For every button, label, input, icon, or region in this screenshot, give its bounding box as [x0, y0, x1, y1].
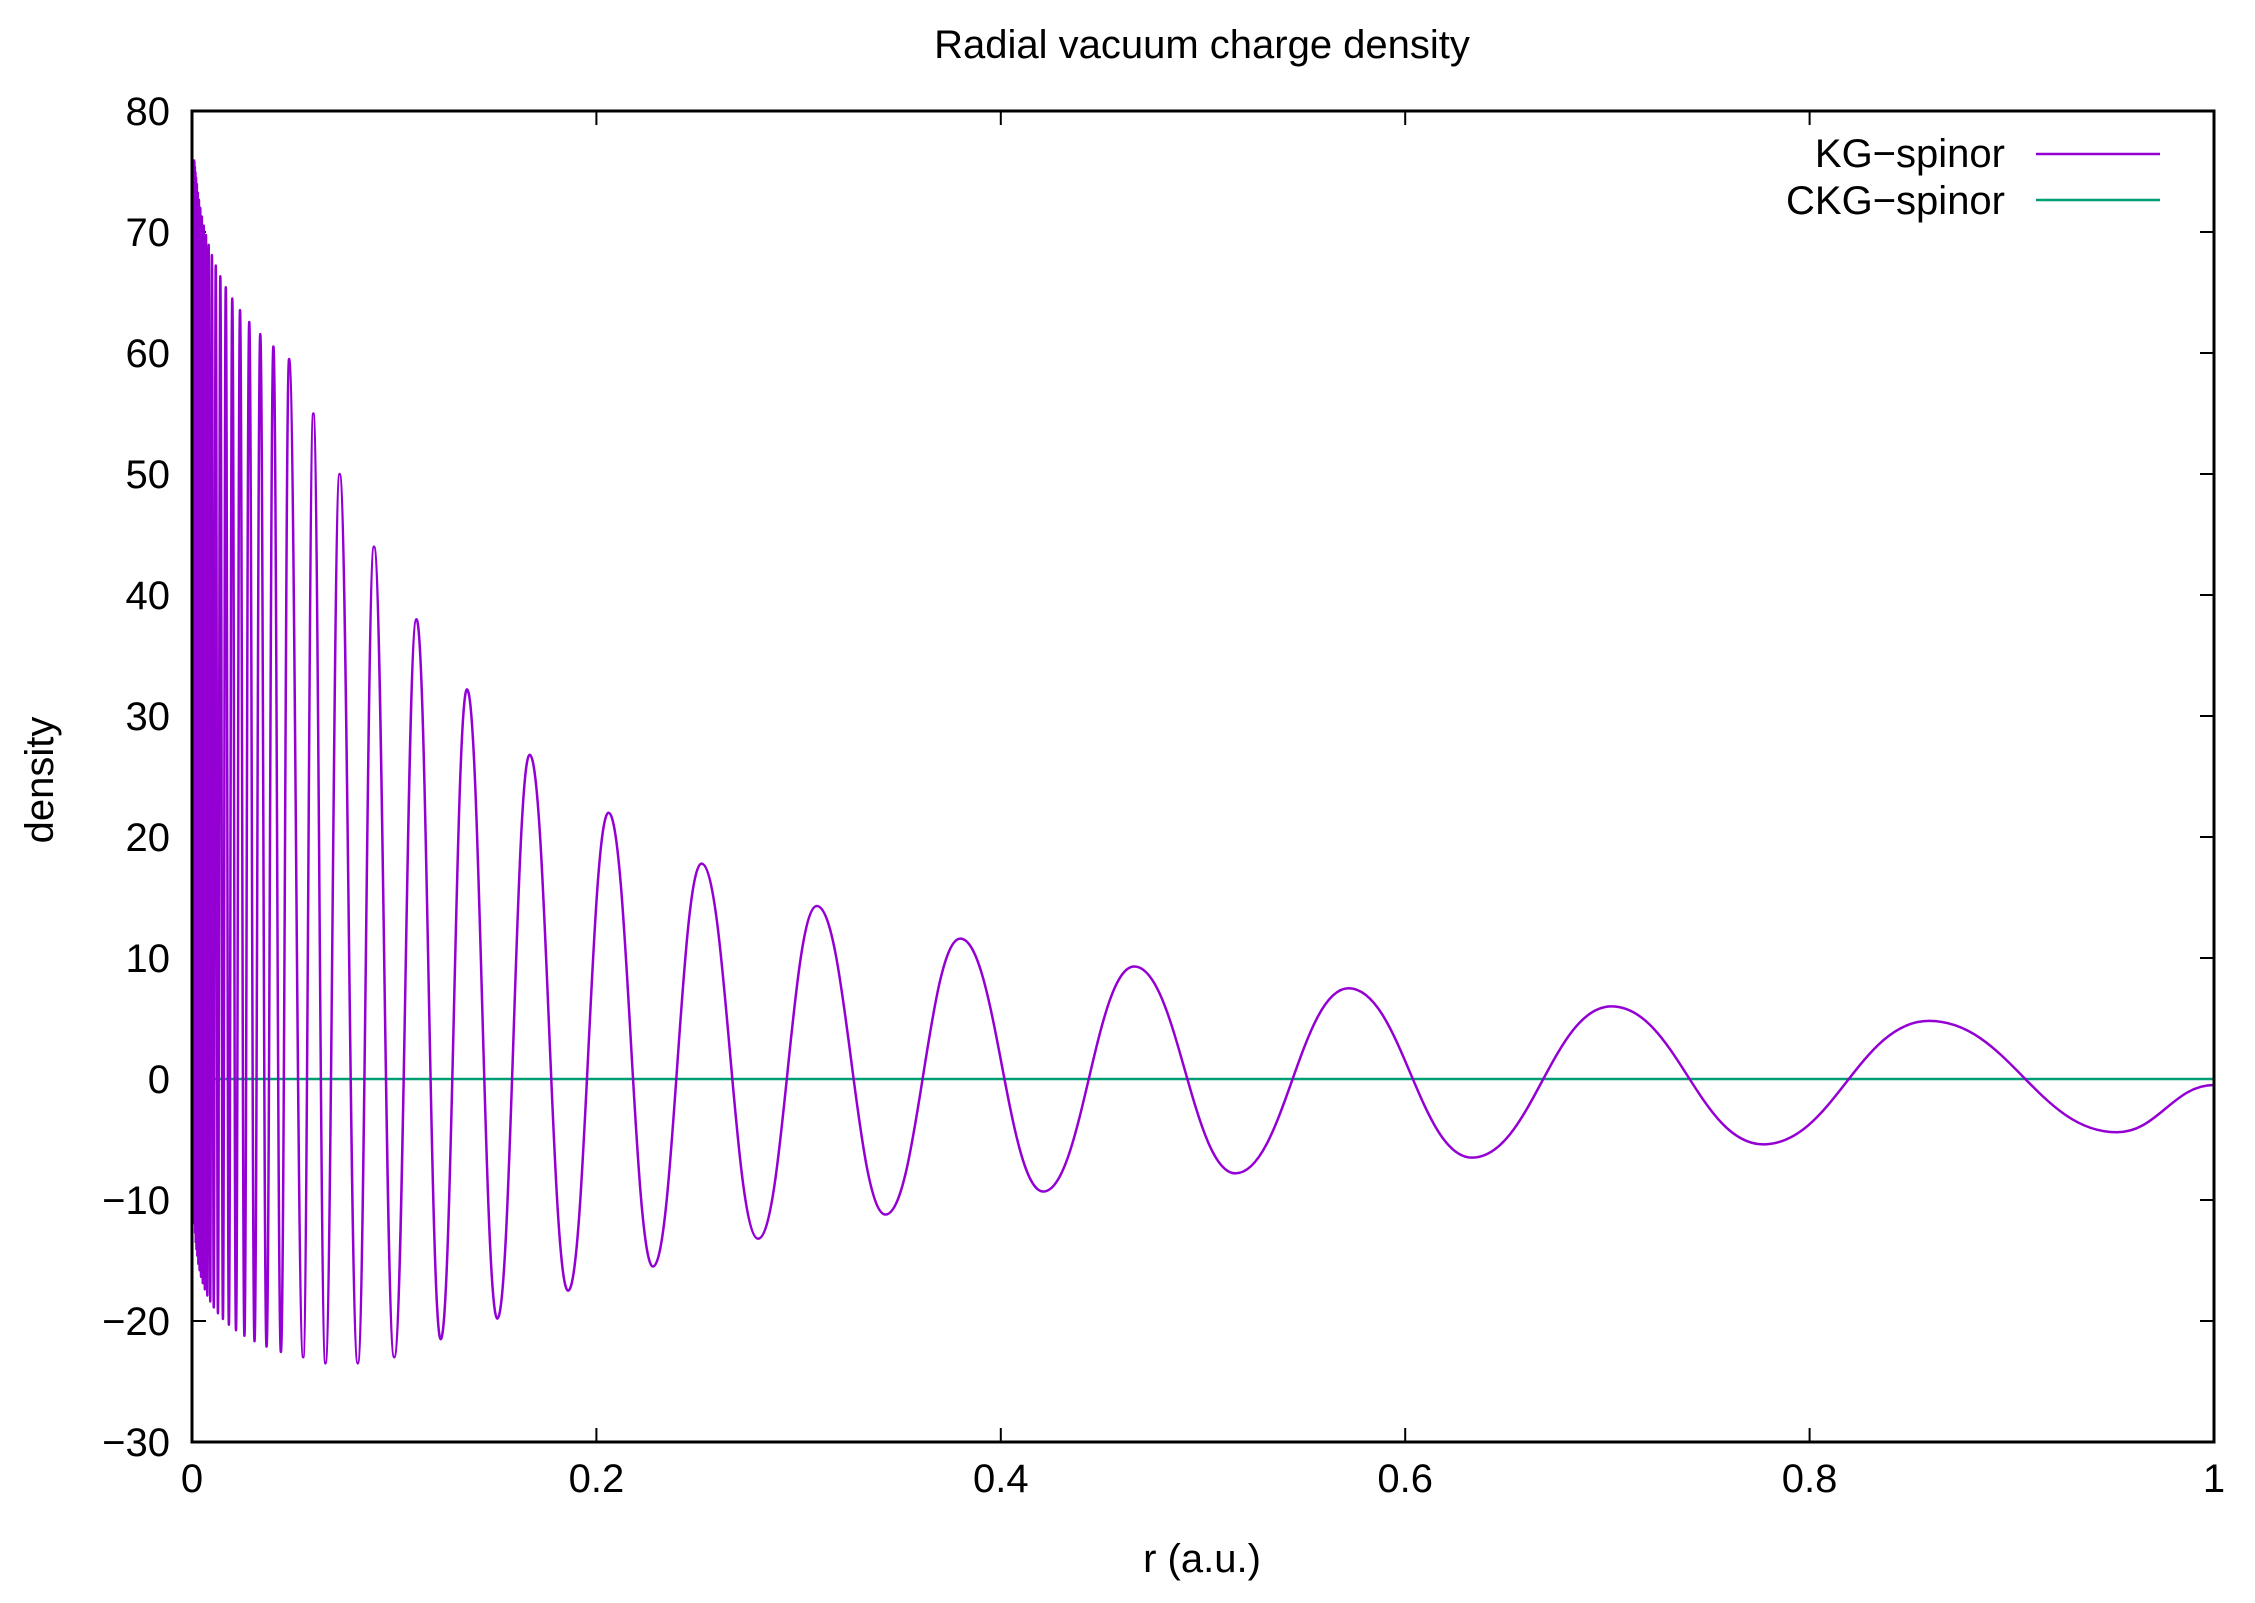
y-tick-label: 0 — [148, 1058, 170, 1102]
y-tick-label: −10 — [102, 1179, 170, 1223]
legend: KG−spinor CKG−spinor — [1786, 132, 2160, 223]
y-tick-label: 10 — [126, 937, 171, 981]
y-tick-label: −20 — [102, 1300, 170, 1344]
y-tick-label: 50 — [126, 453, 171, 497]
x-tick-label: 0.4 — [973, 1457, 1029, 1501]
legend-label-ckg-spinor: CKG−spinor — [1786, 179, 2005, 223]
x-axis-label: r (a.u.) — [1143, 1537, 1261, 1581]
y-tick-label: 20 — [126, 816, 171, 860]
legend-label-kg-spinor: KG−spinor — [1815, 132, 2005, 176]
plot-frame — [190, 109, 2216, 1444]
series-line-kg-spinor — [192, 159, 2215, 1365]
y-axis-label: density — [18, 717, 62, 844]
y-tick-label: −30 — [102, 1421, 170, 1465]
chart-title: Radial vacuum charge density — [934, 23, 1470, 67]
x-tick-label: 0 — [181, 1457, 203, 1501]
y-tick-label: 70 — [126, 211, 171, 255]
x-tick-label: 1 — [2203, 1457, 2225, 1501]
axis-tick-labels: 0 0.2 0.4 0.6 0.8 1 −30 −20 −10 0 10 20 30 40 50 60 70 80 — [102, 90, 2225, 1501]
y-tick-label: 80 — [126, 90, 171, 134]
x-tick-label: 0.2 — [569, 1457, 625, 1501]
y-tick-label: 40 — [126, 574, 171, 618]
x-tick-label: 0.6 — [1377, 1457, 1433, 1501]
series-layer — [192, 159, 2215, 1365]
x-tick-label: 0.8 — [1782, 1457, 1838, 1501]
y-tick-label: 30 — [126, 695, 171, 739]
y-tick-label: 60 — [126, 332, 171, 376]
